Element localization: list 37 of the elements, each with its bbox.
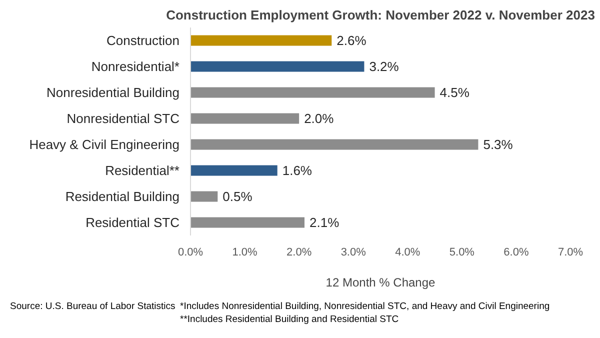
y-tick-label: Residential** <box>105 163 180 178</box>
chart-title: Construction Employment Growth: November 2022 v. November 2023 <box>166 8 595 22</box>
data-label: 3.2% <box>369 59 400 74</box>
bar <box>190 35 332 46</box>
x-tick-label: 1.0% <box>232 246 258 258</box>
x-tick-label: 0.0% <box>178 246 204 258</box>
x-tick-label: 7.0% <box>558 246 584 258</box>
data-label: 5.3% <box>483 137 514 152</box>
y-tick-label: Nonresidential STC <box>66 111 180 126</box>
x-tick-label: 2.0% <box>286 246 312 258</box>
bar <box>190 165 278 176</box>
x-tick-label: 6.0% <box>504 246 529 258</box>
data-label: 2.0% <box>304 111 334 126</box>
x-tick-label: 3.0% <box>340 246 366 258</box>
text: *Includes Nonresidential Building, Nonresidential STC, and Heavy and Civil Engineering <box>180 301 550 312</box>
y-tick-label: Heavy & Civil Engineering <box>29 137 180 152</box>
data-label: 4.5% <box>440 85 470 100</box>
y-tick-label: Residential Building <box>65 189 180 204</box>
bar <box>190 217 304 228</box>
data-label: 2.6% <box>336 33 367 48</box>
bar <box>190 87 435 98</box>
data-label: 2.1% <box>310 215 340 230</box>
x-axis-title: 12 Month % Change <box>326 276 436 290</box>
y-tick-label: Residential STC <box>86 215 180 230</box>
y-tick-label: Nonresidential Building <box>46 85 180 100</box>
data-label: 1.6% <box>282 163 312 178</box>
bar <box>190 139 478 150</box>
bar <box>190 113 300 124</box>
source-note: Source: U.S. Bureau of Labor Statistics <box>10 300 176 314</box>
bar <box>190 61 364 72</box>
bar <box>190 191 218 202</box>
x-tick-label: 4.0% <box>395 246 420 258</box>
y-tick-label: Nonresidential* <box>91 59 180 74</box>
data-label: 0.5% <box>222 189 253 204</box>
y-tick-label: Construction <box>106 33 180 48</box>
x-tick-label: 5.0% <box>449 246 475 258</box>
text: **Includes Residential Building and Residential STC <box>180 314 399 325</box>
